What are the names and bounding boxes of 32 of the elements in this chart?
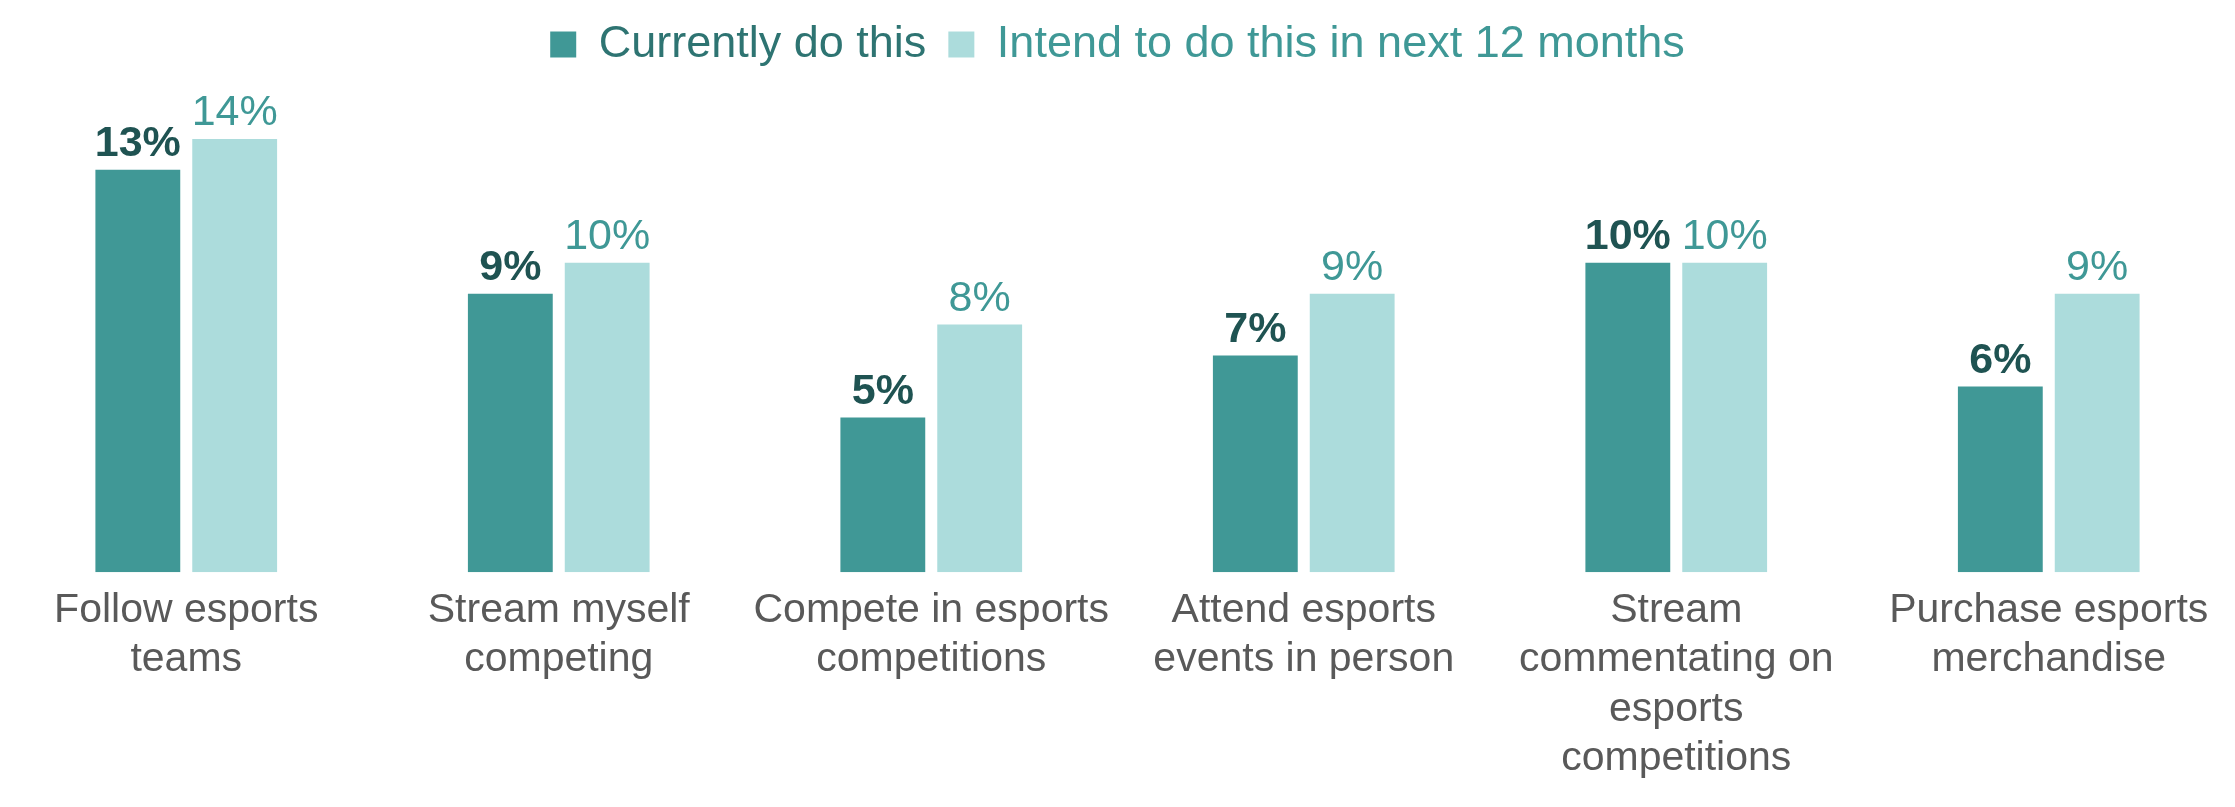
data-label: 5% (851, 364, 914, 413)
bar (1957, 386, 2043, 573)
bar (192, 138, 278, 573)
bar (1585, 262, 1671, 573)
data-label: 13% (94, 117, 181, 166)
data-label: 9% (479, 241, 542, 290)
x-tick-label: Follow esports teams (54, 585, 319, 681)
data-label: 10% (1681, 210, 1768, 259)
bar (564, 262, 650, 573)
x-tick-label: Attend esports events in person (1153, 585, 1455, 681)
bar (937, 324, 1023, 573)
bar (1309, 293, 1395, 573)
bar (840, 417, 926, 573)
bar (467, 293, 553, 573)
x-tick-label: Stream commentating on esports competitions (1518, 585, 1834, 779)
data-label: 9% (1321, 241, 1384, 290)
bar (1212, 355, 1298, 573)
data-label: 8% (948, 271, 1011, 320)
x-tick-label: Stream myself competing (427, 585, 691, 681)
bar (95, 169, 181, 573)
data-label: 10% (564, 210, 651, 259)
data-label: 6% (1969, 333, 2032, 382)
legend-label: Currently do this (598, 15, 927, 67)
bar (1682, 262, 1768, 573)
data-label: 9% (2066, 241, 2129, 290)
bar (2054, 293, 2140, 573)
x-tick-label: Purchase esports merchandise (1889, 585, 2209, 681)
x-tick-label: Compete in esports competitions (753, 585, 1110, 681)
data-label: 10% (1584, 210, 1671, 259)
legend-label: Intend to do this in next 12 months (996, 15, 1685, 67)
data-label: 7% (1224, 302, 1287, 351)
data-label: 14% (191, 86, 278, 135)
